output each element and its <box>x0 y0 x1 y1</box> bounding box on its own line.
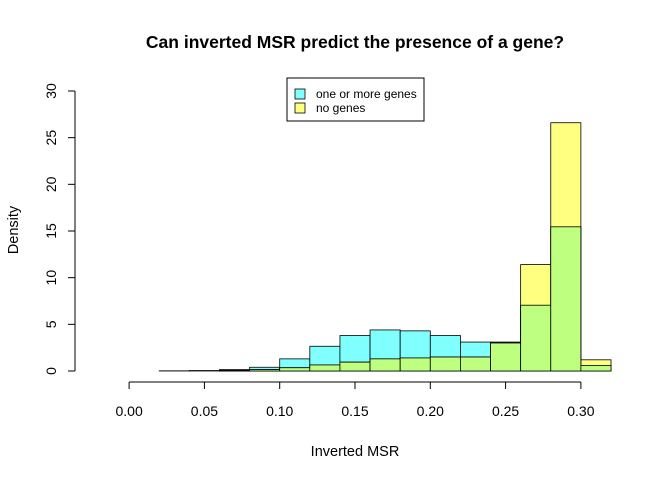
y-axis: 0 5 10 15 20 25 30 <box>43 83 75 375</box>
bar-overlap-7 <box>310 365 340 371</box>
bar-overlap-13 <box>491 343 521 371</box>
y-tick-label: 15 <box>43 223 59 239</box>
y-tick-label: 30 <box>43 83 59 99</box>
bar-overlap-11 <box>430 357 460 371</box>
legend-label: no genes <box>316 101 365 115</box>
y-axis-label: Density <box>6 205 22 254</box>
bar-overlap-14 <box>521 305 551 371</box>
bar-overlap-9 <box>370 359 400 371</box>
x-tick-label: 0.10 <box>266 403 293 419</box>
legend-swatch <box>295 103 305 113</box>
y-tick-label: 25 <box>43 130 59 146</box>
x-tick-label: 0.30 <box>567 403 594 419</box>
chart-title: Can inverted MSR predict the presence of… <box>146 32 564 52</box>
y-tick-label: 20 <box>43 176 59 192</box>
x-tick-label: 0.20 <box>417 403 444 419</box>
bar-overlap-5 <box>250 370 280 371</box>
bar-overlap-10 <box>400 358 430 371</box>
bar-overlap-6 <box>280 368 310 371</box>
x-tick-label: 0.05 <box>191 403 218 419</box>
x-tick-label: 0.00 <box>115 403 142 419</box>
bar-overlap-16 <box>581 365 611 371</box>
legend-swatch <box>295 89 305 99</box>
x-tick-label: 0.15 <box>341 403 368 419</box>
legend-label: one or more genes <box>316 87 417 101</box>
x-axis-label: Inverted MSR <box>311 444 400 460</box>
bars-layer <box>159 123 611 371</box>
x-tick-label: 0.25 <box>492 403 519 419</box>
bar-overlap-15 <box>551 227 581 371</box>
bar-overlap-8 <box>340 362 370 371</box>
y-tick-label: 0 <box>43 367 59 375</box>
x-axis: 0.00 0.05 0.10 0.15 0.20 0.25 0.30 <box>115 382 594 419</box>
bar-overlap-12 <box>460 357 490 371</box>
y-tick-label: 10 <box>43 270 59 286</box>
y-tick-label: 5 <box>43 320 59 328</box>
